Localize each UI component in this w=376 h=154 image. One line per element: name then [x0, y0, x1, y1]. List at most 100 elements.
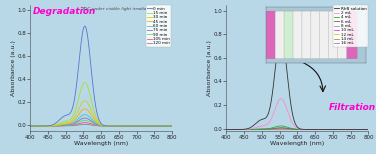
- 10 mL: [248, 129, 253, 130]
- RhB solution: [334, 129, 338, 130]
- 14 mL: [279, 128, 283, 130]
- 60 min: [28, 125, 32, 127]
- Line: 15 min: 15 min: [30, 82, 172, 126]
- Line: 6 mL: 6 mL: [226, 128, 368, 130]
- RhB solution: [248, 127, 253, 129]
- 16 mL: [243, 129, 247, 130]
- 10 mL: [279, 128, 283, 130]
- 0 min: [76, 71, 80, 73]
- 60 min: [76, 118, 80, 120]
- 120 min: [82, 123, 87, 125]
- 60 min: [52, 125, 56, 127]
- 8 mL: [366, 129, 371, 130]
- RhB solution: [302, 128, 306, 130]
- Line: 2 mL: 2 mL: [226, 99, 368, 130]
- 120 min: [28, 125, 32, 127]
- 90 min: [170, 125, 174, 127]
- 4 mL: [299, 129, 303, 130]
- 14 mL: [366, 129, 371, 130]
- 30 min: [76, 110, 80, 111]
- 45 min: [143, 125, 147, 127]
- Y-axis label: Absorbance (a.u.): Absorbance (a.u.): [11, 40, 16, 96]
- 8 mL: [337, 129, 341, 130]
- 0 min: [82, 25, 87, 27]
- 2 mL: [224, 129, 229, 130]
- 0 min: [28, 125, 32, 127]
- 30 min: [47, 125, 51, 127]
- Text: Filtration: Filtration: [329, 103, 376, 112]
- 15 min: [82, 81, 87, 83]
- 75 min: [142, 125, 147, 127]
- 15 min: [76, 100, 80, 102]
- 10 mL: [299, 129, 303, 130]
- 10 mL: [302, 129, 306, 130]
- 15 min: [52, 124, 56, 126]
- 60 min: [170, 125, 174, 127]
- 12 mL: [286, 128, 290, 130]
- 4 mL: [279, 125, 283, 127]
- 90 min: [142, 125, 146, 127]
- 6 mL: [243, 129, 247, 130]
- 105 min: [76, 123, 80, 125]
- 8 mL: [248, 129, 253, 130]
- Line: 10 mL: 10 mL: [226, 129, 368, 130]
- 105 min: [141, 125, 146, 127]
- 6 mL: [279, 127, 283, 129]
- 75 min: [76, 120, 80, 122]
- 60 min: [47, 125, 51, 127]
- Line: RhB solution: RhB solution: [226, 35, 368, 130]
- 0 min: [138, 125, 142, 127]
- 2 mL: [286, 112, 290, 114]
- Line: 105 min: 105 min: [30, 123, 172, 126]
- 8 mL: [302, 129, 306, 130]
- 14 mL: [299, 129, 303, 130]
- 14 mL: [336, 129, 341, 130]
- 16 mL: [299, 129, 303, 130]
- 16 mL: [248, 129, 253, 130]
- 2 mL: [243, 128, 247, 130]
- X-axis label: Wavelength (nm): Wavelength (nm): [74, 142, 128, 146]
- 2 mL: [272, 111, 276, 113]
- 0 min: [52, 123, 56, 125]
- 30 min: [103, 125, 107, 127]
- 90 min: [76, 122, 80, 124]
- 60 min: [89, 118, 94, 120]
- 45 min: [106, 125, 110, 127]
- RhB solution: [299, 128, 303, 130]
- 120 min: [170, 125, 174, 127]
- 90 min: [89, 122, 94, 124]
- 6 mL: [224, 129, 229, 130]
- 16 mL: [279, 128, 283, 130]
- 105 min: [106, 125, 110, 127]
- 75 min: [28, 125, 32, 127]
- 8 mL: [224, 129, 229, 130]
- Legend: 0 min, 15 min, 30 min, 45 min, 60 min, 75 min, 90 min, 105 min, 120 min: 0 min, 15 min, 30 min, 45 min, 60 min, 7…: [146, 5, 171, 47]
- 60 min: [106, 125, 110, 127]
- 120 min: [76, 124, 80, 126]
- RhB solution: [366, 129, 371, 130]
- 75 min: [170, 125, 174, 127]
- 0 min: [103, 125, 107, 127]
- 16 mL: [336, 129, 340, 130]
- 12 mL: [272, 128, 276, 130]
- 45 min: [28, 125, 32, 127]
- 8 mL: [243, 129, 247, 130]
- RhB solution: [272, 77, 276, 79]
- Line: 14 mL: 14 mL: [226, 129, 368, 130]
- Line: 60 min: 60 min: [30, 115, 172, 126]
- 0 min: [170, 125, 174, 127]
- 60 min: [82, 114, 87, 116]
- 30 min: [89, 110, 94, 112]
- 10 mL: [224, 129, 229, 130]
- 6 mL: [337, 129, 342, 130]
- 90 min: [52, 125, 56, 127]
- 12 mL: [366, 129, 371, 130]
- 8 mL: [279, 128, 283, 130]
- 8 mL: [286, 128, 290, 130]
- 30 min: [170, 125, 174, 127]
- 16 mL: [224, 129, 229, 130]
- 10 mL: [243, 129, 247, 130]
- 30 min: [52, 125, 56, 127]
- 15 min: [28, 125, 32, 127]
- 120 min: [106, 125, 110, 127]
